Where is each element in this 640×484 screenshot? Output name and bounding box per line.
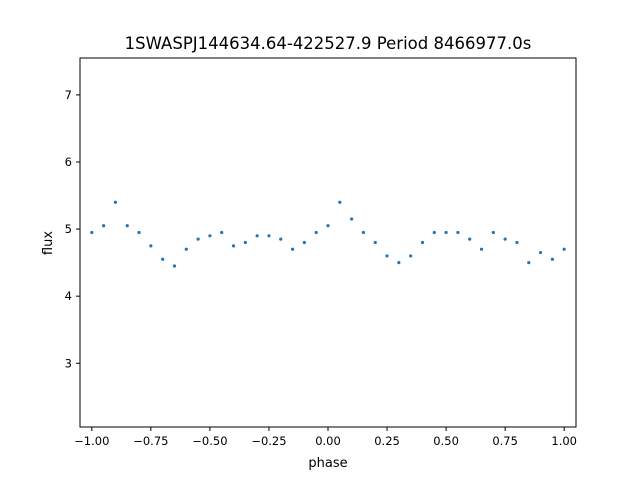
scatter-point — [456, 230, 460, 235]
y-tick-label: 3 — [65, 356, 72, 370]
scatter-point — [444, 230, 448, 235]
scatter-point — [267, 234, 271, 238]
scatter-point — [350, 217, 354, 221]
scatter-point — [290, 247, 295, 251]
scatter-point — [113, 200, 118, 204]
x-tick-label: −0.50 — [192, 434, 227, 448]
y-tick-label: 5 — [65, 222, 72, 236]
y-tick-label: 4 — [65, 289, 72, 303]
scatter-point — [314, 230, 318, 235]
scatter-point — [220, 230, 224, 235]
x-tick-label: −0.75 — [133, 434, 168, 448]
scatter-point — [184, 247, 188, 251]
scatter-point — [243, 240, 247, 245]
x-tick-label: 1.00 — [551, 434, 577, 448]
scatter-point — [196, 237, 200, 241]
x-tick-label: 0.75 — [492, 434, 518, 448]
x-tick-label: 0.25 — [374, 434, 400, 448]
scatter-point — [102, 224, 106, 228]
chart-title: 1SWASPJ144634.64-422527.9 Period 8466977… — [125, 34, 532, 53]
x-tick-label: 0.00 — [315, 434, 341, 448]
scatter-point — [432, 230, 436, 235]
scatter-point — [149, 244, 153, 248]
y-axis: 3 4 5 6 7 — [65, 88, 80, 370]
scatter-points — [90, 200, 566, 268]
scatter-point — [231, 244, 236, 248]
scatter-point — [527, 261, 531, 265]
scatter-point — [125, 224, 129, 228]
scatter-point — [397, 261, 401, 265]
scatter-point — [208, 234, 212, 238]
scatter-point — [562, 247, 566, 251]
scatter-point — [373, 240, 377, 245]
scatter-point — [326, 224, 330, 228]
scatter-point — [491, 230, 495, 235]
x-axis-label: phase — [308, 456, 347, 471]
scatter-point — [137, 230, 141, 235]
scatter-point — [385, 254, 389, 258]
scatter-point — [515, 240, 519, 245]
scatter-point — [302, 240, 306, 245]
scatter-point — [161, 257, 165, 261]
scatter-point — [361, 230, 366, 235]
x-axis: −1.00 −0.75 −0.50 −0.25 0.00 0.25 0.50 0.75 1.00 — [74, 427, 577, 448]
y-tick-label: 6 — [65, 155, 72, 169]
scatter-point — [479, 247, 484, 251]
scatter-point — [550, 257, 554, 261]
scatter-point — [338, 200, 342, 204]
scatter-point — [255, 234, 259, 238]
scatter-point — [279, 237, 283, 241]
y-tick-label: 7 — [65, 88, 72, 102]
x-tick-label: −1.00 — [74, 434, 109, 448]
x-tick-label: 0.50 — [433, 434, 459, 448]
scatter-point — [420, 240, 425, 245]
scatter-point — [172, 264, 177, 268]
scatter-point — [503, 237, 507, 241]
scatter-point — [90, 230, 94, 235]
y-axis-label: flux — [41, 231, 56, 255]
scatter-point — [538, 250, 543, 255]
scatter-point — [409, 254, 413, 258]
x-tick-label: −0.25 — [251, 434, 286, 448]
scatter-point — [468, 237, 472, 241]
